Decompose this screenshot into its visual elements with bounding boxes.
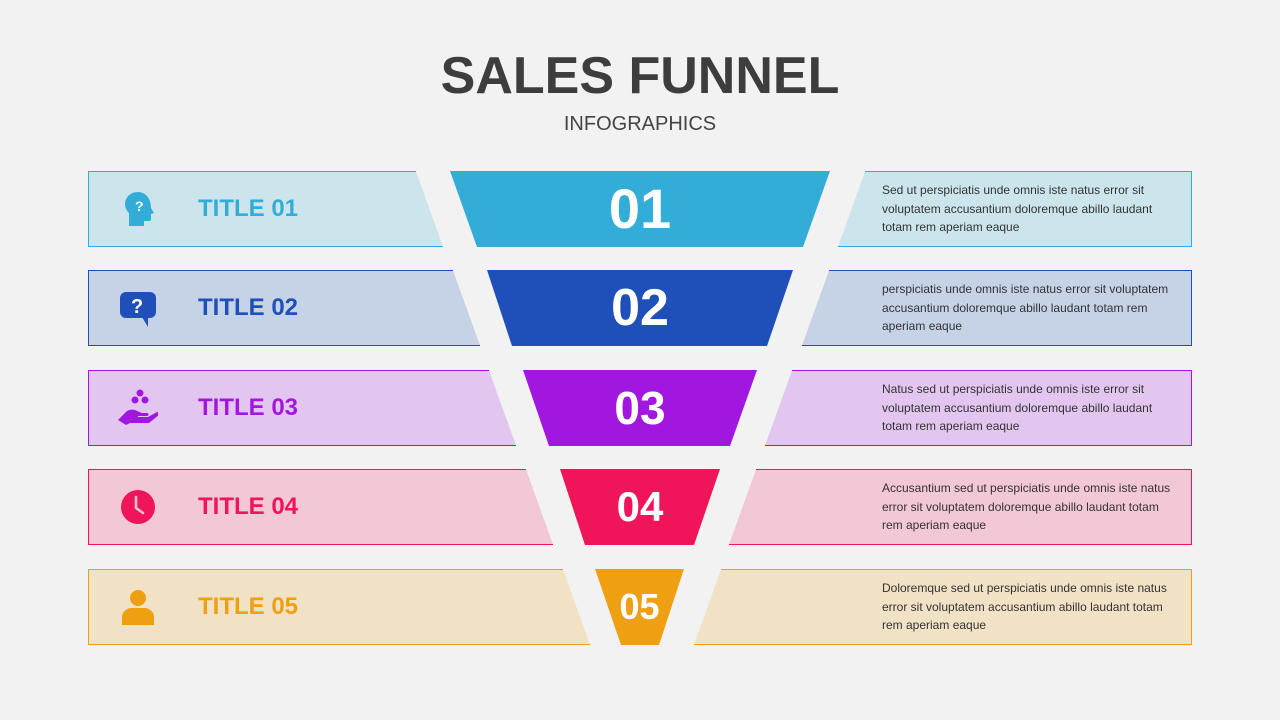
left-panel xyxy=(88,270,480,346)
row-description: perspiciatis unde omnis iste natus error… xyxy=(882,282,1169,334)
step-number: 05 xyxy=(619,586,660,627)
row-description: Doloremque sed ut perspiciatis unde omni… xyxy=(882,581,1167,633)
speech-bubble-question-icon: ? xyxy=(118,288,158,328)
funnel-segment xyxy=(487,270,793,346)
right-panel-border xyxy=(694,569,1192,645)
step-number: 02 xyxy=(611,279,669,337)
row-title: TITLE 04 xyxy=(198,493,299,520)
right-panel-border xyxy=(729,469,1192,545)
right-panel-border xyxy=(765,370,1192,446)
row-description: Natus sed ut perspiciatis unde omnis ist… xyxy=(882,382,1153,434)
left-panel-border xyxy=(88,171,443,247)
left-panel-border xyxy=(88,469,553,545)
left-panel-border xyxy=(88,569,590,645)
right-panel xyxy=(802,270,1192,346)
svg-text:?: ? xyxy=(131,296,143,318)
description-box: Doloremque sed ut perspiciatis unde omni… xyxy=(882,569,1182,645)
funnel-segment xyxy=(523,370,757,446)
right-panel xyxy=(694,569,1192,645)
row-title: TITLE 05 xyxy=(198,593,299,620)
description-box: Natus sed ut perspiciatis unde omnis ist… xyxy=(882,370,1182,446)
row-title: TITLE 01 xyxy=(198,195,299,222)
left-panel xyxy=(88,370,516,446)
row-description: Sed ut perspiciatis unde omnis iste natu… xyxy=(882,183,1153,235)
left-panel-border xyxy=(88,370,516,446)
hand-coins-icon xyxy=(118,388,160,428)
step-number: 01 xyxy=(608,177,672,240)
left-panel-border xyxy=(88,270,480,346)
page-title: SALES FUNNEL xyxy=(440,47,840,105)
right-panel-border xyxy=(802,270,1192,346)
right-panel xyxy=(765,370,1192,446)
right-panel xyxy=(838,171,1192,247)
step-number: 03 xyxy=(614,382,666,434)
description-box: Accusantium sed ut perspiciatis unde omn… xyxy=(882,469,1182,545)
user-icon xyxy=(118,587,158,627)
description-box: perspiciatis unde omnis iste natus error… xyxy=(882,270,1182,346)
funnel-segment xyxy=(450,171,830,247)
row-title: TITLE 02 xyxy=(198,294,299,321)
row-title: TITLE 03 xyxy=(198,394,299,421)
right-panel xyxy=(729,469,1192,545)
step-number: 04 xyxy=(616,483,664,530)
svg-text:?: ? xyxy=(135,198,144,214)
head-question-icon: ? xyxy=(118,189,158,229)
page-subtitle: INFOGRAPHICS xyxy=(563,113,717,135)
left-panel xyxy=(88,469,553,545)
clock-icon xyxy=(118,487,158,527)
left-panel xyxy=(88,569,590,645)
funnel-segment xyxy=(560,469,720,545)
right-panel-border xyxy=(838,171,1192,247)
row-description: Accusantium sed ut perspiciatis unde omn… xyxy=(882,481,1171,533)
funnel-segment xyxy=(595,569,684,645)
left-panel xyxy=(88,171,443,247)
description-box: Sed ut perspiciatis unde omnis iste natu… xyxy=(882,171,1182,247)
